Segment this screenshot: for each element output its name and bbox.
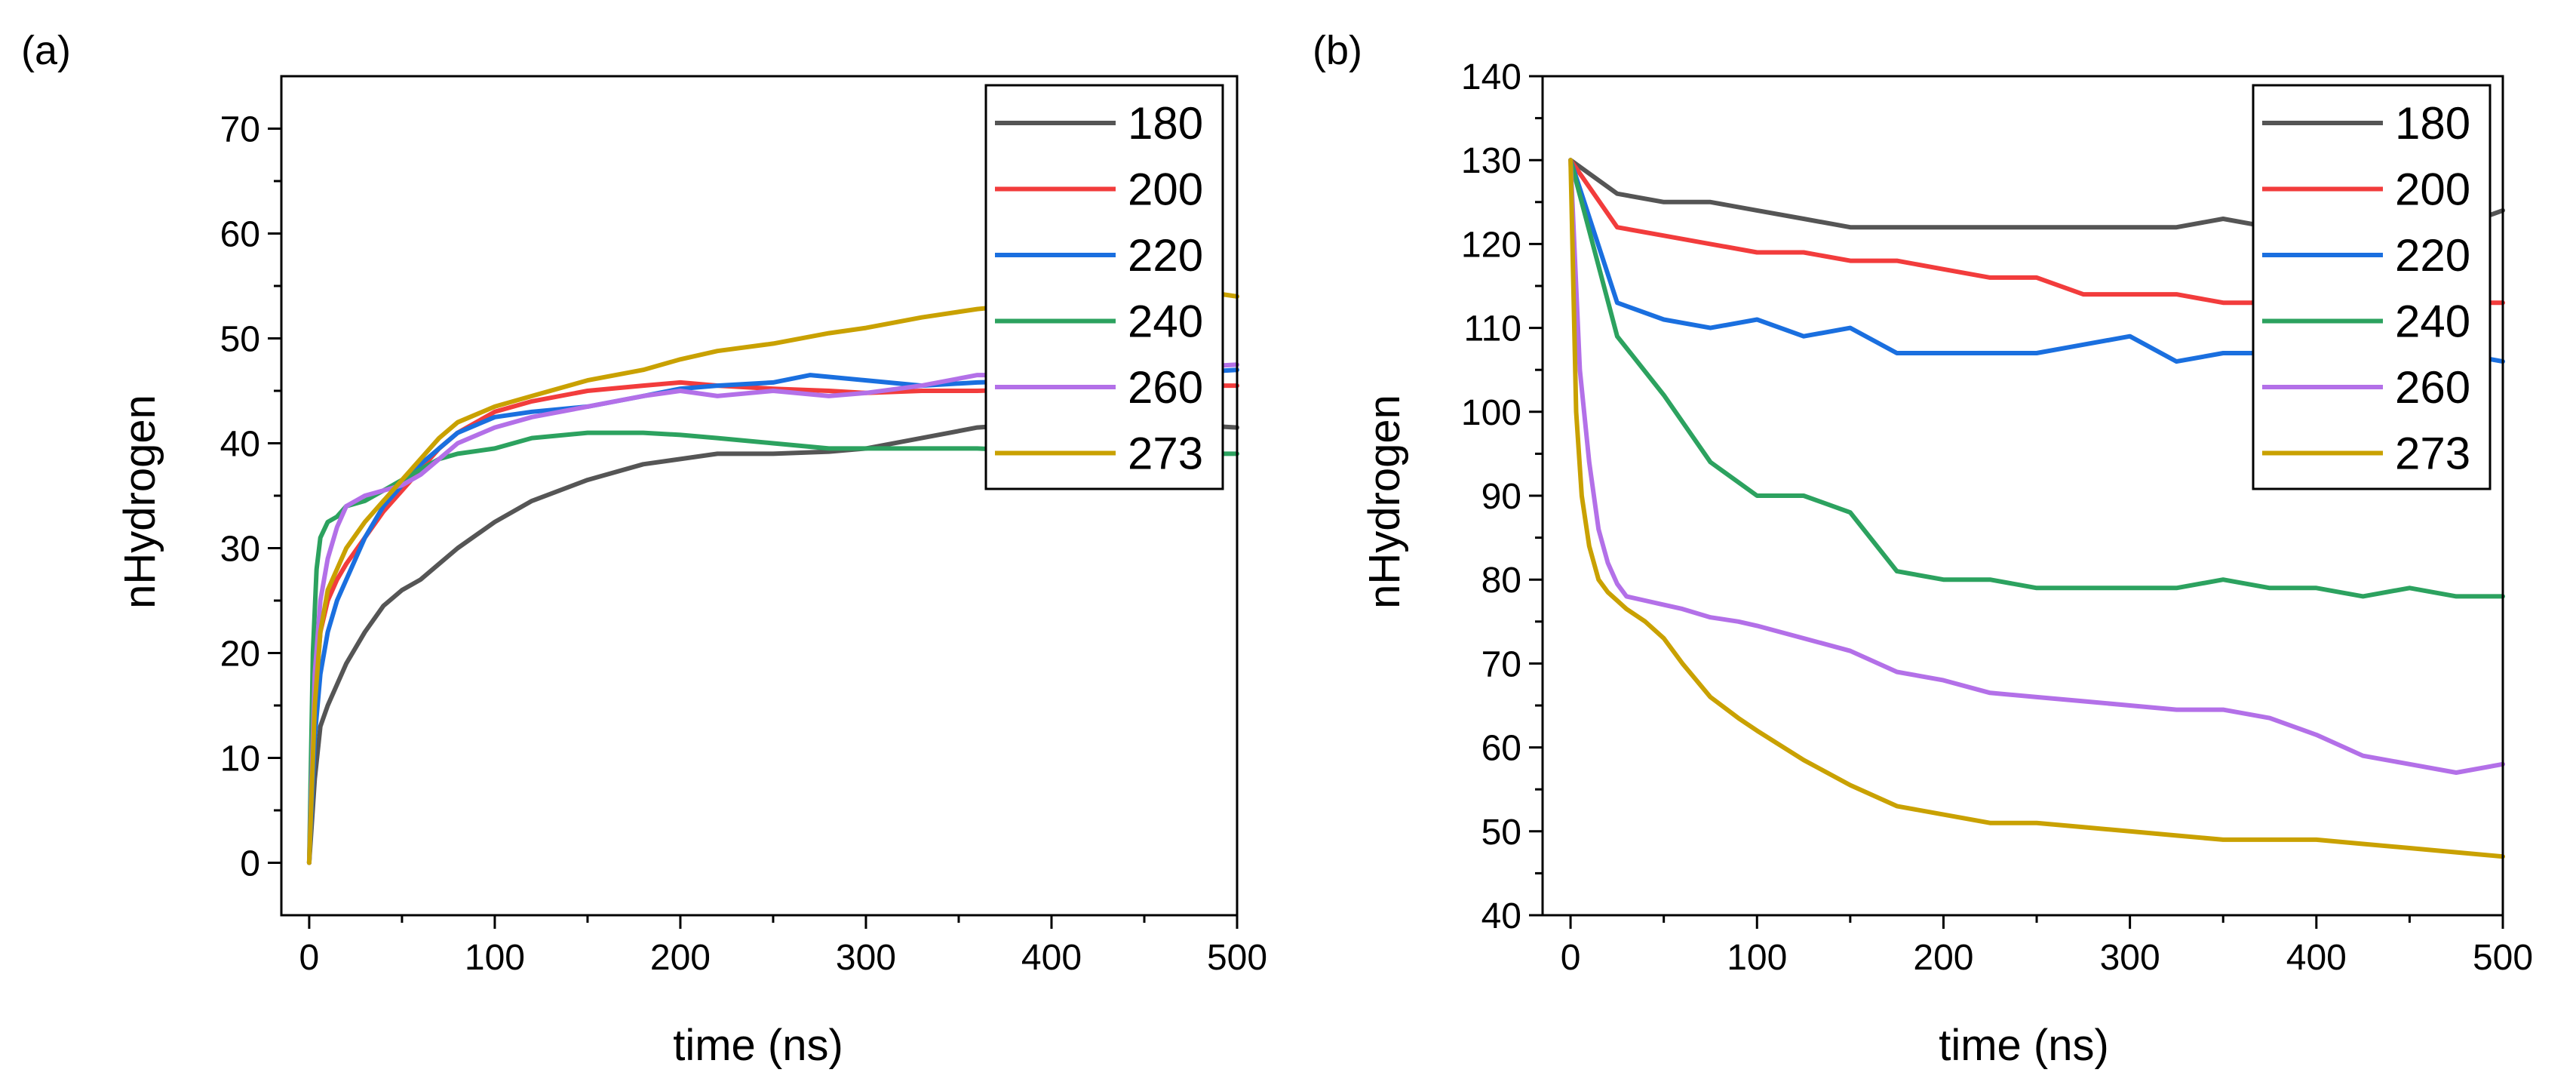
panel-b-y-tick-label: 100 — [1461, 393, 1521, 433]
panel-b-y-tick-label: 60 — [1481, 729, 1521, 769]
panel-a-x-tick-label: 300 — [836, 938, 896, 978]
panel-b-y-tick-label: 110 — [1463, 309, 1521, 349]
panel-b-legend-label-220: 220 — [2395, 230, 2470, 281]
panel-b-series-260 — [1568, 158, 2505, 775]
panel-a-x-tick-label: 500 — [1207, 938, 1267, 978]
panel-b-label: (b) — [1313, 28, 1362, 73]
panel-a-legend-label-220: 220 — [1128, 230, 1203, 281]
panel-b-x-tick-label: 300 — [2100, 938, 2160, 978]
panel-b-x-axis-title: time (ns) — [1939, 1021, 2109, 1070]
panel-b: (b) nHydrogen time (ns) 0 100 200 300 400 500… — [1313, 28, 2533, 1070]
panel-b-x-tick-label: 500 — [2473, 938, 2533, 978]
panel-b-y-tick-label: 50 — [1481, 813, 1521, 853]
panel-b-plot-frame — [1541, 75, 2504, 917]
panel-a-y-tick-label: 50 — [220, 320, 260, 360]
panel-a-x-tick-label: 100 — [465, 938, 525, 978]
panel-a-y-tick-label: 10 — [220, 739, 260, 779]
panel-b-legend-box — [2252, 84, 2492, 490]
panel-a-label: (a) — [21, 28, 71, 73]
panel-a-x-tick-label: 200 — [650, 938, 711, 978]
panel-a-legend-box — [984, 84, 1224, 490]
panel-a-series-260 — [306, 362, 1239, 865]
panel-b-legend-label-260: 260 — [2395, 362, 2470, 413]
panel-a-legend-label-273: 273 — [1128, 429, 1203, 479]
panel-a-legend-label-240: 240 — [1128, 297, 1203, 347]
panel-a-legend-label-260: 260 — [1128, 362, 1203, 413]
panel-a-legend-label-200: 200 — [1128, 164, 1203, 215]
panel-b-ticks: 0 100 200 300 400 500 40 50 60 70 80 90 100 110 120 130… — [1461, 57, 2533, 978]
panel-b-x-tick-label: 0 — [1561, 938, 1581, 978]
panel-b-y-tick-label: 140 — [1461, 57, 1521, 97]
panel-b-legend: 180 200 220 240 260 273 — [2252, 84, 2492, 490]
panel-a-y-tick-label: 40 — [220, 425, 260, 465]
panel-b-series-273 — [1568, 158, 2505, 859]
panel-b-y-tick-label: 70 — [1481, 644, 1521, 684]
panel-a-series-273 — [306, 288, 1239, 865]
panel-b-y-tick-label: 130 — [1461, 141, 1521, 181]
panel-b-y-tick-label: 80 — [1481, 561, 1521, 601]
panel-a-series-180 — [306, 420, 1239, 865]
panel-b-y-tick-label: 120 — [1461, 225, 1521, 265]
panel-a-y-tick-label: 20 — [220, 635, 260, 675]
panel-b-y-tick-label: 90 — [1481, 477, 1521, 517]
panel-b-legend-label-273: 273 — [2395, 429, 2470, 479]
panel-b-legend-label-180: 180 — [2395, 98, 2470, 149]
panel-a-y-tick-label: 0 — [240, 844, 260, 884]
panel-b-legend-label-240: 240 — [2395, 297, 2470, 347]
panel-b-series-240 — [1568, 158, 2505, 599]
panel-a-y-tick-label: 70 — [220, 110, 260, 150]
panel-a-x-tick-label: 400 — [1021, 938, 1082, 978]
panel-a-y-tick-label: 60 — [220, 215, 260, 255]
panel-a-series-240 — [306, 430, 1239, 865]
panel-a-legend: 180 200 220 240 260 273 — [984, 84, 1224, 490]
panel-a-y-axis-title: nHydrogen — [115, 395, 164, 609]
panel-a-ticks: 0 100 200 300 400 500 0 10 20 30 40 50 60 70 — [220, 110, 1267, 979]
panel-a-series-200 — [306, 380, 1239, 865]
panel-a-y-tick-label: 30 — [220, 530, 260, 570]
panel-a-x-tick-label: 0 — [299, 938, 320, 978]
panel-a-series — [306, 288, 1239, 865]
panel-b-x-tick-label: 200 — [1913, 938, 1973, 978]
panel-b-x-tick-label: 400 — [2286, 938, 2347, 978]
panel-b-x-tick-label: 100 — [1727, 938, 1787, 978]
panel-a-plot-frame — [280, 75, 1239, 917]
panel-a-x-axis-title: time (ns) — [673, 1021, 843, 1070]
panel-b-y-tick-label: 40 — [1481, 896, 1521, 936]
panel-a: (a) nHydrogen time (ns) 0 100 200 300 400 500… — [21, 28, 1267, 1070]
panel-a-legend-label-180: 180 — [1128, 98, 1203, 149]
panel-b-legend-label-200: 200 — [2395, 164, 2470, 215]
panel-b-y-axis-title: nHydrogen — [1360, 395, 1409, 609]
